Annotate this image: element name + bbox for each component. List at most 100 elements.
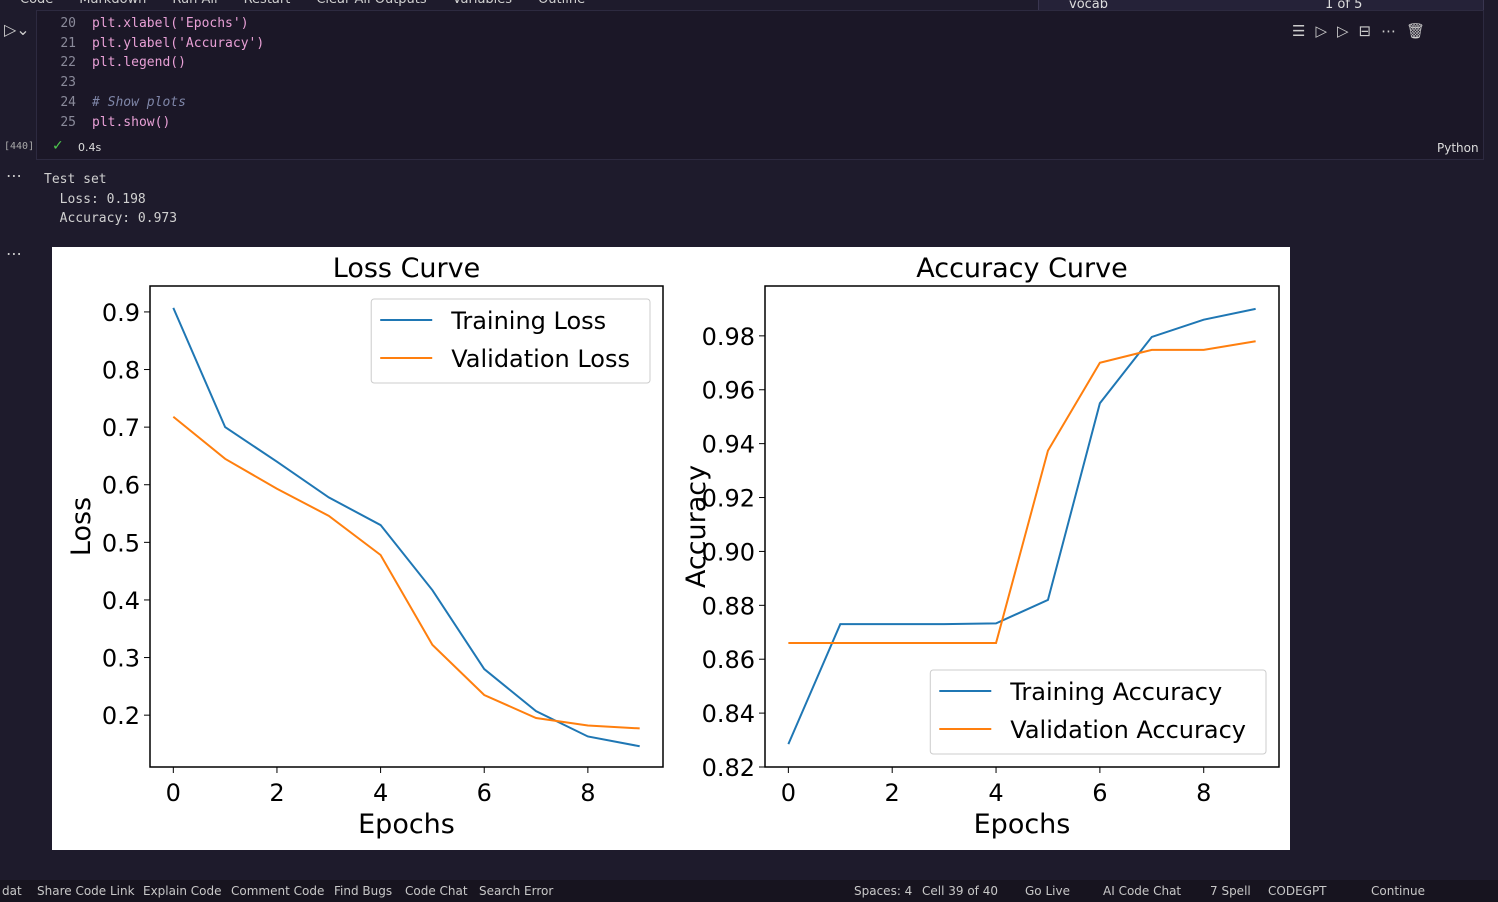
notebook-toolbar: Code Markdown Run All Restart Clear All Outp… (20, 0, 585, 7)
legend-label: Training Accuracy (1009, 678, 1222, 706)
code-text: plt.xlabel('Epochs') (92, 16, 249, 31)
duration: 0.4s (78, 141, 102, 154)
status-item[interactable]: dat (2, 884, 22, 898)
status-item[interactable]: CODEGPT (1268, 884, 1327, 898)
code-line: 20 plt.xlabel('Epochs') (36, 14, 264, 34)
status-item[interactable]: AI Code Chat (1103, 884, 1182, 898)
x-tick-label: 4 (373, 779, 388, 807)
status-item[interactable]: Search Error (479, 884, 554, 898)
y-tick-label: 0.94 (702, 431, 755, 459)
line-number: 25 (60, 114, 76, 130)
data-line (172, 307, 640, 748)
code-text: plt.ylabel('Accuracy') (92, 35, 265, 51)
y-axis-label: Accuracy (681, 465, 712, 588)
code-line: 22 plt.legend() (36, 53, 264, 73)
y-tick-label: 0.86 (702, 646, 755, 674)
code-text: plt.legend() (92, 55, 186, 71)
y-tick-label: 0.6 (102, 472, 140, 500)
status-item[interactable]: Find Bugs (334, 884, 393, 898)
output-line: Accuracy: 0.973 (44, 211, 178, 226)
x-tick-label: 4 (988, 779, 1003, 807)
status-item[interactable]: Spaces: 4 (854, 884, 913, 898)
text-output: Test set Loss: 0.198 Accuracy: 0.973 (44, 170, 177, 229)
toolbar-button[interactable]: Outline (538, 0, 585, 7)
legend-label: Training Loss (450, 307, 606, 335)
y-tick-label: 0.2 (102, 702, 140, 730)
status-item[interactable]: Explain Code (143, 884, 222, 898)
x-tick-label: 2 (269, 779, 284, 807)
find-count: 1 of 5 (1325, 0, 1363, 12)
x-axis-label: Epochs (358, 809, 455, 840)
line-number: 22 (60, 55, 76, 71)
status-item[interactable]: Cell 39 of 40 (922, 884, 998, 898)
legend-label: Validation Loss (451, 345, 630, 373)
x-axis-label: Epochs (974, 809, 1071, 840)
y-tick-label: 0.96 (702, 377, 755, 405)
status-item[interactable]: Code Chat (405, 884, 468, 898)
legend-label: Validation Accuracy (1010, 716, 1246, 744)
x-tick-label: 0 (781, 779, 796, 807)
chart-title: Accuracy Curve (916, 253, 1128, 284)
y-tick-label: 0.5 (102, 529, 140, 557)
y-tick-label: 0.3 (102, 645, 140, 673)
legend: Training Accuracy Validation Accuracy (929, 669, 1267, 755)
code-line: 25 plt.show() (36, 113, 264, 133)
code-line: 24 # Show plots (36, 93, 264, 113)
status-item[interactable]: Comment Code (231, 884, 325, 898)
toolbar-button[interactable]: Markdown (79, 0, 146, 7)
status-item[interactable]: Continue (1371, 884, 1425, 898)
output-line: Loss: 0.198 (44, 191, 146, 207)
y-tick-label: 0.90 (702, 538, 755, 566)
code-line: 23 (36, 73, 264, 93)
chart-title: Loss Curve (333, 253, 480, 284)
data-line (788, 340, 1256, 645)
data-line (172, 415, 640, 730)
x-tick-label: 6 (1092, 779, 1107, 807)
run-cell-button[interactable]: ▷⌄ (4, 20, 30, 39)
y-tick-label: 0.82 (702, 754, 755, 782)
data-line (787, 307, 1256, 745)
language[interactable]: Python (1437, 141, 1479, 155)
code-text: plt.show() (92, 114, 171, 130)
toolbar-button[interactable]: Restart (244, 0, 291, 7)
y-tick-label: 0.92 (702, 485, 755, 513)
y-tick-label: 0.4 (102, 587, 140, 615)
toolbar-button[interactable]: Clear All Outputs (316, 0, 426, 7)
y-tick-label: 0.98 (702, 323, 755, 351)
find-input[interactable]: vocab (1069, 0, 1109, 12)
y-tick-label: 0.8 (102, 357, 140, 385)
code-editor: 20 plt.xlabel('Epochs') 21 plt.ylabel('Accu… (36, 14, 264, 132)
line-number: 21 (60, 35, 76, 51)
output-menu[interactable]: ⋯ (6, 166, 22, 185)
y-tick-label: 0.88 (702, 592, 755, 620)
x-tick-label: 0 (166, 779, 181, 807)
line-number: 23 (60, 75, 76, 91)
code-text: # Show plots (92, 94, 186, 110)
legend-box (370, 298, 651, 384)
y-tick-label: 0.7 (102, 414, 140, 442)
code-line: 21 plt.ylabel('Accuracy') (36, 34, 264, 54)
toolbar-button[interactable]: Run All (172, 0, 217, 7)
legend: Training Loss Validation Loss (370, 298, 651, 384)
cell-toolbar: ☰▷▷⊟⋯🗑 (1292, 22, 1436, 40)
line-number: 24 (60, 94, 76, 110)
y-tick-label: 0.84 (702, 700, 755, 728)
x-tick-label: 8 (1196, 779, 1211, 807)
toolbar-button[interactable]: Variables (453, 0, 512, 7)
legend-box (929, 669, 1267, 755)
code-cell (36, 10, 1484, 160)
status-item[interactable]: 7 Spell (1210, 884, 1251, 898)
status-bar: dat Share Code Link Explain Code Comment Co… (0, 880, 1498, 902)
output-line: Test set (44, 172, 107, 187)
output-menu[interactable]: ⋯ (6, 244, 22, 263)
axes-frame (149, 285, 664, 768)
x-tick-label: 6 (477, 779, 492, 807)
status-item[interactable]: Share Code Link (37, 884, 135, 898)
toolbar-button[interactable]: Code (20, 0, 53, 7)
status-item[interactable]: Go Live (1025, 884, 1070, 898)
plot-image: Loss Curve Epochs Loss 0 2 4 6 8 0.2 0.3 0.4 0.5 0.6… (52, 247, 1290, 850)
line-number: 20 (60, 16, 76, 31)
x-tick-label: 8 (580, 779, 595, 807)
execution-count: [440] (4, 141, 35, 152)
